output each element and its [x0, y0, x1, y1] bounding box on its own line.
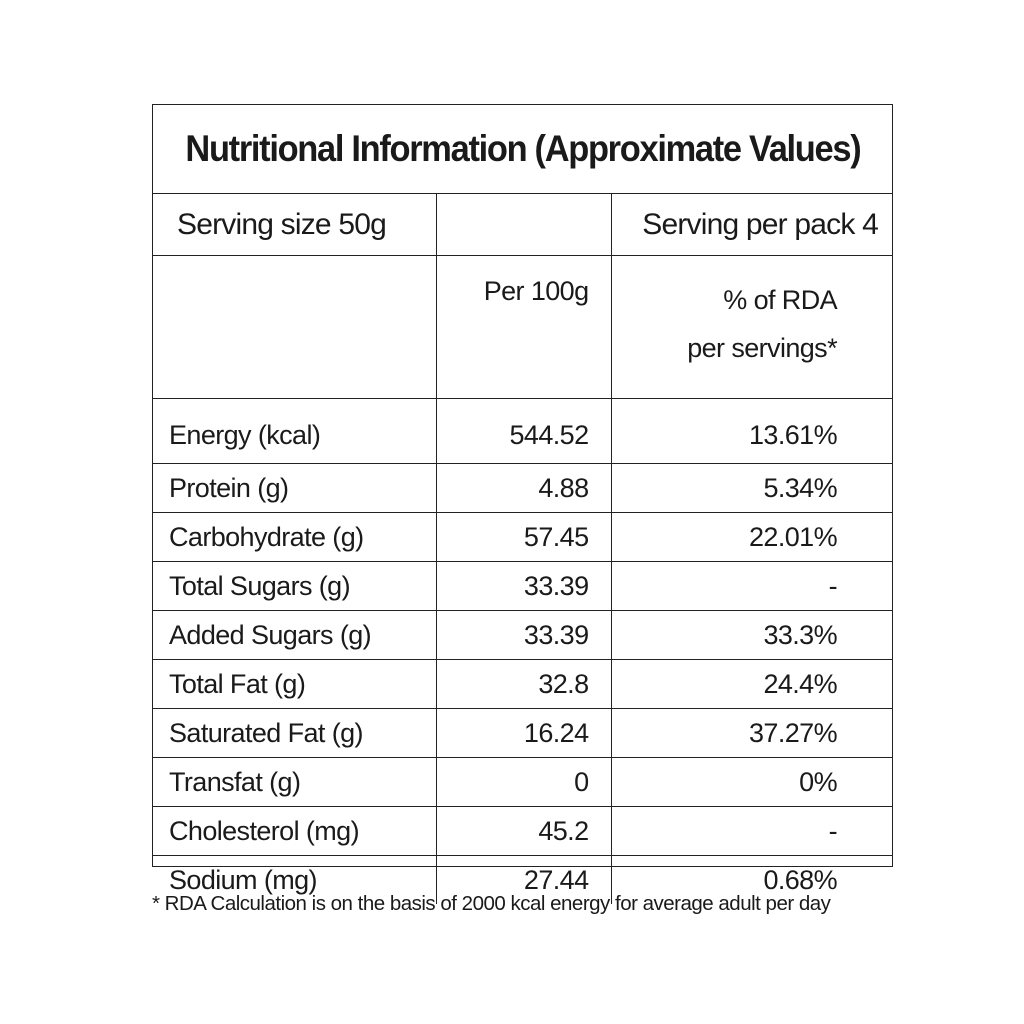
per-100g-value: 33.39 [436, 561, 612, 611]
nutrient-name: Cholesterol (mg) [153, 806, 437, 856]
per-100g-value: 32.8 [436, 659, 612, 709]
table-row: Protein (g) 4.88 5.34% [153, 463, 892, 513]
table-row: Sodium (mg) 27.44 0.68% [153, 855, 892, 904]
nutrient-name: Total Fat (g) [153, 659, 437, 709]
rda-header-line1: % of RDA [723, 285, 837, 315]
nutrient-name: Added Sugars (g) [153, 610, 437, 660]
rda-value: 33.3% [611, 610, 892, 660]
nutrient-name: Saturated Fat (g) [153, 708, 437, 758]
table-row: Total Sugars (g) 33.39 - [153, 561, 892, 611]
rda-value: - [611, 561, 892, 611]
nutrient-name: Sodium (mg) [153, 855, 437, 904]
table-row: Added Sugars (g) 33.39 33.3% [153, 610, 892, 660]
per-100g-value: 16.24 [436, 708, 612, 758]
rda-value: 0% [611, 757, 892, 807]
serving-row: Serving size 50g Serving per pack 4 [153, 194, 892, 256]
table-title: Nutritional Information (Approximate Val… [185, 128, 861, 169]
table-row: Energy (kcal) 544.52 13.61% [153, 398, 892, 464]
table-row: Transfat (g) 0 0% [153, 757, 892, 807]
nutrient-name: Total Sugars (g) [153, 561, 437, 611]
rda-value: 24.4% [611, 659, 892, 709]
serving-size: Serving size 50g [153, 194, 437, 256]
rda-header-line2: per servings* [687, 333, 837, 363]
serving-per-pack: Serving per pack 4 [611, 194, 892, 256]
table-row: Cholesterol (mg) 45.2 - [153, 806, 892, 856]
column-header-row: Per 100g % of RDA per servings* [153, 255, 892, 399]
nutrient-name: Energy (kcal) [153, 398, 437, 464]
rda-value: 13.61% [611, 398, 892, 464]
per-100g-value: 0 [436, 757, 612, 807]
header-blank-cell [153, 255, 437, 399]
title-row: Nutritional Information (Approximate Val… [153, 105, 892, 194]
footnote: * RDA Calculation is on the basis of 200… [152, 892, 831, 915]
rda-value: 5.34% [611, 463, 892, 513]
per-100g-value: 544.52 [436, 398, 612, 464]
nutrient-name: Protein (g) [153, 463, 437, 513]
rda-value: 37.27% [611, 708, 892, 758]
table-row: Saturated Fat (g) 16.24 37.27% [153, 708, 892, 758]
nutrient-name: Carbohydrate (g) [153, 512, 437, 562]
rda-header: % of RDA per servings* [611, 255, 892, 399]
per-100g-header: Per 100g [436, 255, 612, 399]
nutrition-table: Serving size 50g Serving per pack 4 Per … [153, 194, 892, 904]
per-100g-value: 27.44 [436, 855, 612, 904]
nutrient-name: Transfat (g) [153, 757, 437, 807]
rda-value: 22.01% [611, 512, 892, 562]
table-row: Total Fat (g) 32.8 24.4% [153, 659, 892, 709]
per-100g-value: 57.45 [436, 512, 612, 562]
per-100g-value: 45.2 [436, 806, 612, 856]
nutrition-table-panel: Nutritional Information (Approximate Val… [152, 104, 893, 904]
per-100g-value: 4.88 [436, 463, 612, 513]
rda-value: - [611, 806, 892, 856]
per-100g-value: 33.39 [436, 610, 612, 660]
rda-value: 0.68% [763, 864, 837, 895]
serving-blank-cell [436, 194, 612, 256]
table-row: Carbohydrate (g) 57.45 22.01% [153, 512, 892, 562]
